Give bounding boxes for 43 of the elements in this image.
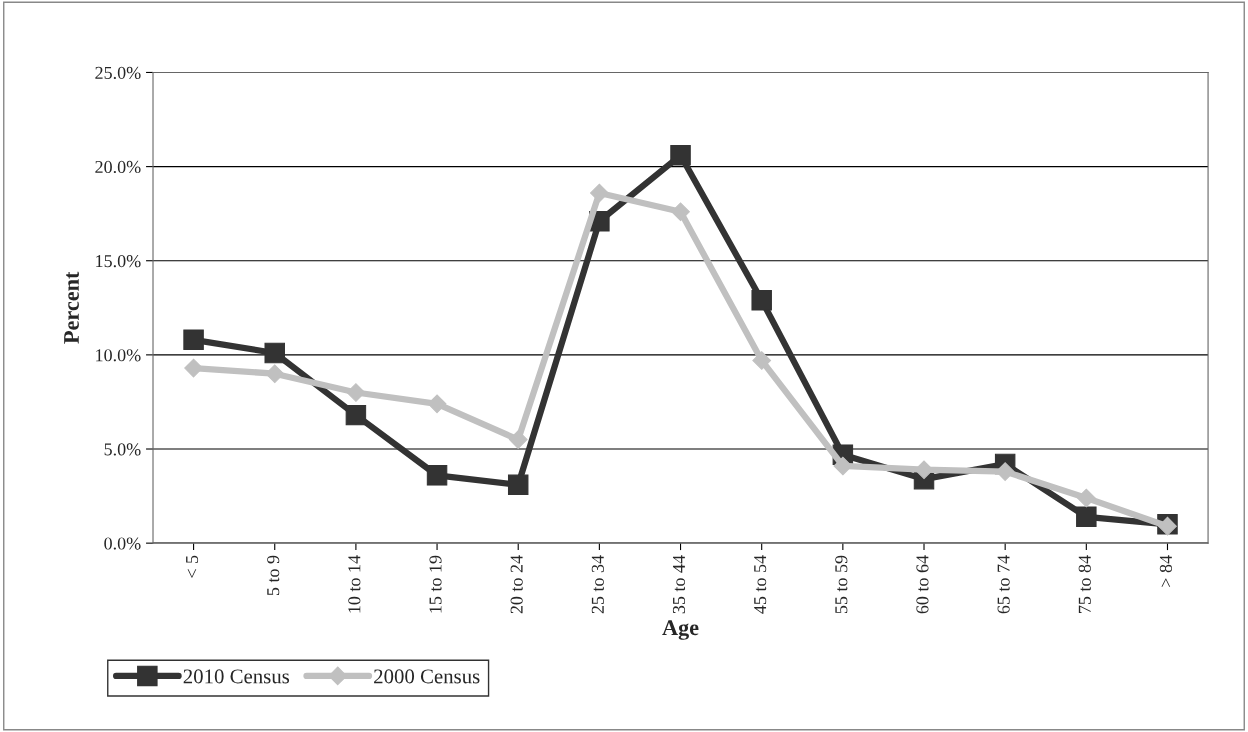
point [751, 290, 772, 311]
y-tick-label: 5.0% [104, 443, 141, 456]
x-tick-label: 65 to 74 [997, 555, 1010, 614]
point [507, 474, 529, 496]
x-tick-label: 15 to 19 [429, 555, 442, 613]
x-tick-label: 60 to 64 [916, 555, 929, 614]
x-tick-label: 5 to 9 [267, 555, 280, 596]
x-tick-label: 25 to 34 [591, 555, 604, 614]
point [508, 430, 528, 449]
point [346, 383, 366, 402]
point [670, 145, 691, 166]
x-tick-label: 20 to 24 [510, 555, 523, 614]
point [184, 358, 203, 378]
y-tick-label: 15.0% [96, 255, 141, 268]
x-tick-label: 10 to 14 [348, 555, 361, 613]
point [833, 456, 853, 476]
x-tick-label: 45 to 54 [754, 555, 767, 614]
point [1076, 506, 1097, 528]
x-axis-title: Age [662, 620, 699, 640]
legend-label: 2000 Census [374, 669, 480, 684]
point [1076, 488, 1096, 508]
point [752, 351, 772, 370]
y-tick-label: 25.0% [95, 66, 141, 79]
point [995, 462, 1015, 481]
point [914, 460, 934, 480]
point [427, 394, 447, 414]
point [345, 404, 367, 426]
x-tick-label: 55 to 59 [835, 555, 848, 614]
point [264, 342, 285, 364]
point [183, 329, 204, 351]
y-tick-label: 20.0% [95, 160, 141, 174]
legend-label: 2010 Census [183, 669, 290, 684]
x-tick-label: 75 to 84 [1078, 555, 1091, 613]
point [590, 183, 609, 203]
y-tick-label: 0.0% [104, 537, 141, 550]
y-axis-title: Percent [64, 271, 79, 344]
x-tick-label: > 84 [1159, 555, 1172, 587]
x-tick-label: 35 to 44 [672, 555, 686, 614]
point [671, 202, 690, 222]
point [265, 364, 285, 384]
point [426, 465, 448, 486]
y-tick-label: 10.0% [96, 349, 141, 362]
x-tick-label: < 5 [186, 555, 199, 578]
